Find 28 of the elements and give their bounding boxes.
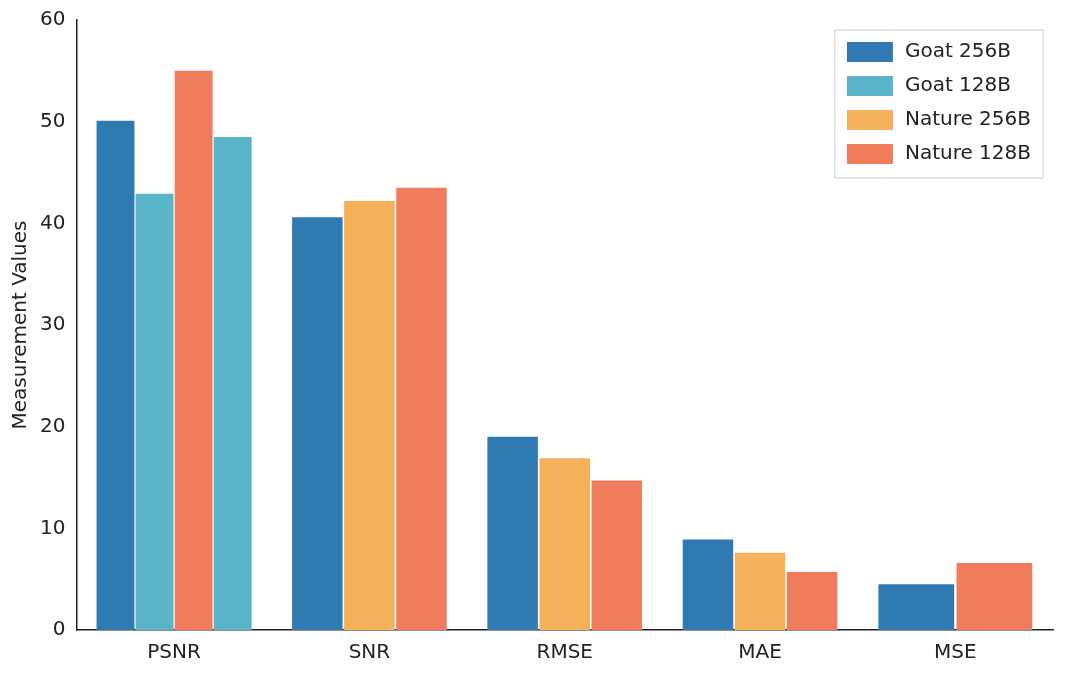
legend-label: Nature 256B [904, 106, 1031, 131]
legend-label: Nature 128B [904, 140, 1031, 165]
y-tick-label: 30 [40, 311, 66, 336]
x-tick-label: MSE [934, 639, 977, 664]
legend-label: Goat 256B [904, 38, 1012, 63]
x-tick-label: MAE [738, 639, 782, 664]
x-tick-label: PSNR [147, 639, 202, 664]
bar [135, 193, 174, 630]
y-tick-label: 20 [40, 412, 66, 437]
bar [213, 136, 252, 630]
bar [591, 480, 643, 630]
y-tick-label: 60 [40, 6, 66, 31]
legend-label: Goat 128B [904, 72, 1012, 97]
x-tick-label: RMSE [536, 639, 593, 664]
bar [734, 552, 786, 630]
bar [292, 217, 343, 630]
y-axis-title: Measurement Values [7, 220, 32, 430]
y-tick-label: 0 [52, 616, 66, 641]
y-tick-label: 10 [40, 514, 66, 539]
y-tick-label: 40 [40, 209, 66, 234]
bar [786, 572, 838, 630]
x-tick-label: SNR [348, 639, 391, 664]
bar [344, 200, 395, 630]
bar [396, 187, 447, 630]
y-tick-label: 50 [40, 107, 66, 132]
bar [487, 436, 538, 630]
bar [539, 458, 590, 630]
bar [682, 539, 734, 630]
